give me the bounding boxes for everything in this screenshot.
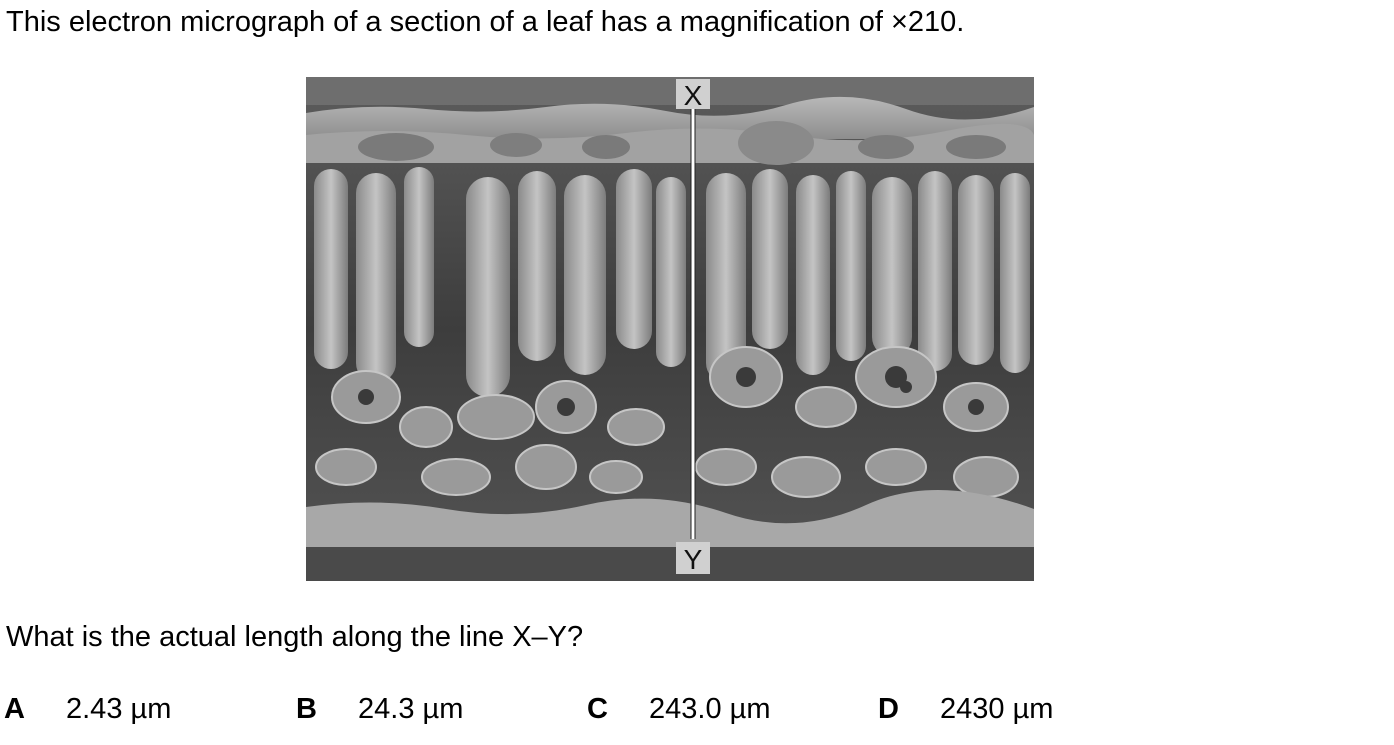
palisade-layer <box>314 167 1030 397</box>
spongy-layer <box>315 346 1019 498</box>
upper-epidermis <box>306 96 1034 139</box>
label-x: X <box>684 80 703 111</box>
label-x-box <box>676 79 710 109</box>
option-letter: A <box>4 693 25 725</box>
option-d[interactable]: D 2430 µm <box>874 690 1053 728</box>
lower-epidermis <box>306 489 1034 547</box>
micrograph-image: X Y <box>306 77 1034 581</box>
option-value: 24.3 µm <box>358 693 464 725</box>
option-letter: B <box>296 693 317 725</box>
label-y-box <box>676 542 710 574</box>
option-value: 2.43 µm <box>66 693 172 725</box>
question-text: What is the actual length along the line… <box>6 621 584 653</box>
option-c[interactable]: C 243.0 µm <box>583 690 771 728</box>
option-b[interactable]: B 24.3 µm <box>292 690 463 728</box>
option-value: 2430 µm <box>940 693 1054 725</box>
leaf-micrograph: X Y <box>306 77 1034 581</box>
intro-text: This electron micrograph of a section of… <box>6 6 965 38</box>
option-letter: D <box>878 693 899 725</box>
label-y: Y <box>684 544 703 575</box>
option-a[interactable]: A 2.43 µm <box>0 690 171 728</box>
option-letter: C <box>587 693 608 725</box>
answer-options: A 2.43 µm B 24.3 µm C 243.0 µm D 2430 µm <box>0 690 1394 730</box>
option-value: 243.0 µm <box>649 693 771 725</box>
